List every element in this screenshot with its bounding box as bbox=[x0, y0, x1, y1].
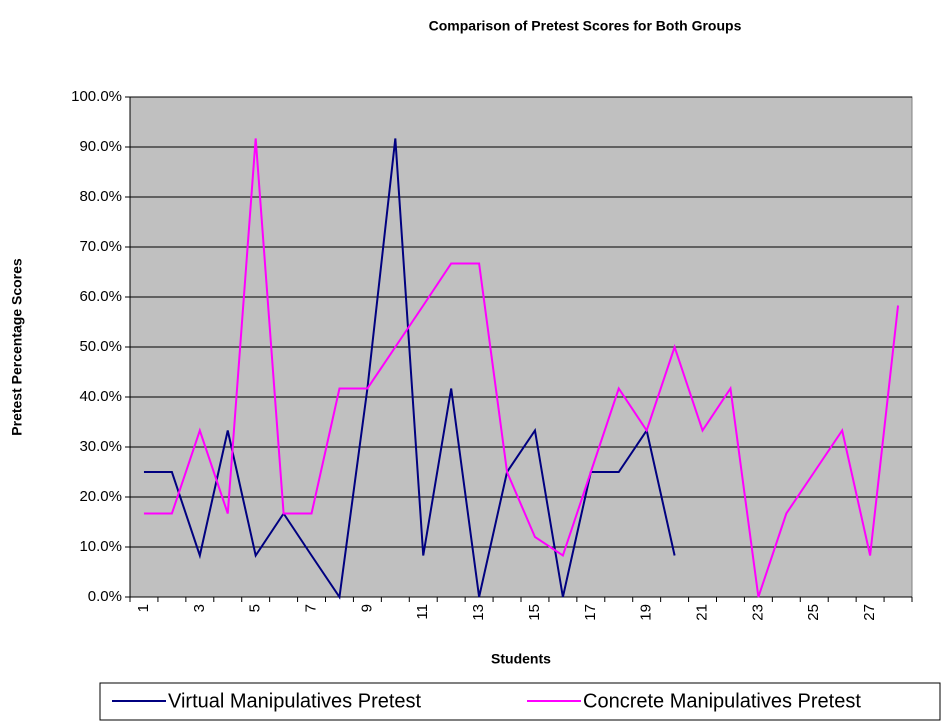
y-tick-label: 80.0% bbox=[79, 188, 122, 205]
x-tick-label: 3 bbox=[191, 604, 208, 612]
y-tick-label: 50.0% bbox=[79, 338, 122, 355]
y-tick-label: 70.0% bbox=[79, 238, 122, 255]
x-tick-label: 5 bbox=[247, 604, 264, 612]
series-line bbox=[143, 138, 900, 598]
y-tick-label: 0.0% bbox=[88, 588, 122, 605]
legend bbox=[99, 682, 941, 721]
x-axis-label: Students bbox=[491, 651, 551, 667]
y-tick-label: 20.0% bbox=[79, 488, 122, 505]
y-tick-label: 100.0% bbox=[71, 88, 122, 105]
x-tick-label: 19 bbox=[638, 604, 655, 621]
y-tick-label: 40.0% bbox=[79, 388, 122, 405]
legend-label: Virtual Manipulatives Pretest bbox=[168, 690, 422, 712]
x-tick-label: 7 bbox=[303, 604, 320, 612]
x-tick-label: 9 bbox=[358, 604, 375, 612]
x-tick-label: 13 bbox=[470, 604, 487, 621]
x-tick-label: 23 bbox=[749, 604, 766, 621]
x-tick-label: 11 bbox=[414, 604, 431, 620]
y-tick-label: 30.0% bbox=[79, 438, 122, 455]
y-tick-label: 60.0% bbox=[79, 288, 122, 305]
x-tick-label: 27 bbox=[861, 604, 878, 621]
x-tick-label: 21 bbox=[694, 604, 711, 621]
x-tick-label: 15 bbox=[526, 604, 543, 621]
y-tick-label: 10.0% bbox=[79, 538, 122, 555]
x-tick-label: 25 bbox=[805, 604, 822, 621]
y-axis-label: Pretest Percentage Scores bbox=[9, 258, 25, 436]
chart-title: Comparison of Pretest Scores for Both Gr… bbox=[429, 18, 742, 34]
x-tick-label: 1 bbox=[135, 604, 152, 612]
x-tick-label: 17 bbox=[582, 604, 599, 621]
y-tick-label: 90.0% bbox=[79, 138, 122, 155]
legend-label: Concrete Manipulatives Pretest bbox=[583, 690, 861, 712]
